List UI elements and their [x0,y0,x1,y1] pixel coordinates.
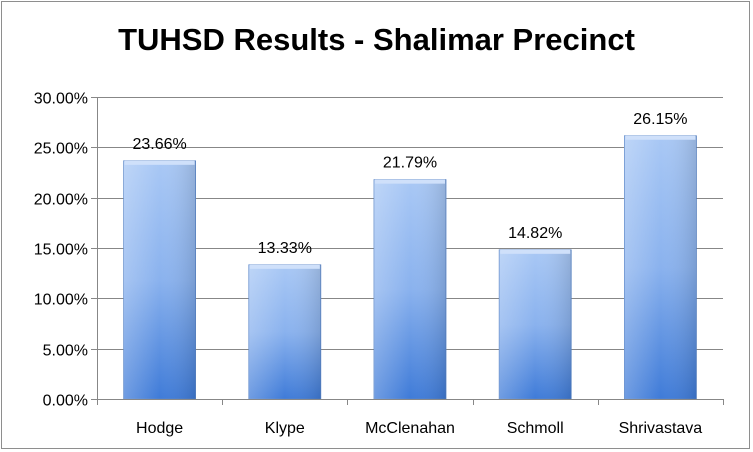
x-tick-label: Shrivastava [619,420,703,437]
value-label: 14.82% [508,225,562,242]
bar-shading [499,249,572,399]
x-tick-label: Klype [265,420,305,437]
bar-top-highlight [375,179,445,184]
y-tick-label: 0.00% [43,393,88,410]
x-tick-label: Hodge [136,420,183,437]
bar-top-highlight [249,264,320,269]
value-label: 26.15% [633,111,687,128]
bar-shading [624,135,697,400]
y-tick-label: 25.00% [34,141,88,158]
bar-top-highlight [625,135,696,140]
y-tick-label: 20.00% [34,192,88,209]
x-axis-ticks: Hodge Klype McClenahan Schmoll Shrivastava [97,399,724,437]
x-tick-label: McClenahan [365,420,455,437]
y-tick-label: 5.00% [43,343,88,360]
bars [123,135,697,400]
x-tick-label: Schmoll [507,420,564,437]
y-axis-ticks: 0.00% 5.00% 10.00% 15.00% 20.00% 25.00% 30.00% [34,91,97,410]
y-tick-label: 30.00% [34,91,88,108]
y-tick-label: 10.00% [34,292,88,309]
bar-top-highlight [500,249,571,254]
y-tick-label: 15.00% [34,242,88,259]
bar-top-highlight [124,160,195,165]
value-labels: 23.66% 13.33% 21.79% 14.82% 26.15% [132,111,687,257]
bar-shading [123,160,196,399]
chart-title: TUHSD Results - Shalimar Precinct [118,22,635,57]
value-label: 23.66% [132,136,186,153]
value-label: 13.33% [258,240,312,257]
bar-shading [248,264,321,399]
bar-shading [374,179,446,399]
value-label: 21.79% [383,155,437,172]
